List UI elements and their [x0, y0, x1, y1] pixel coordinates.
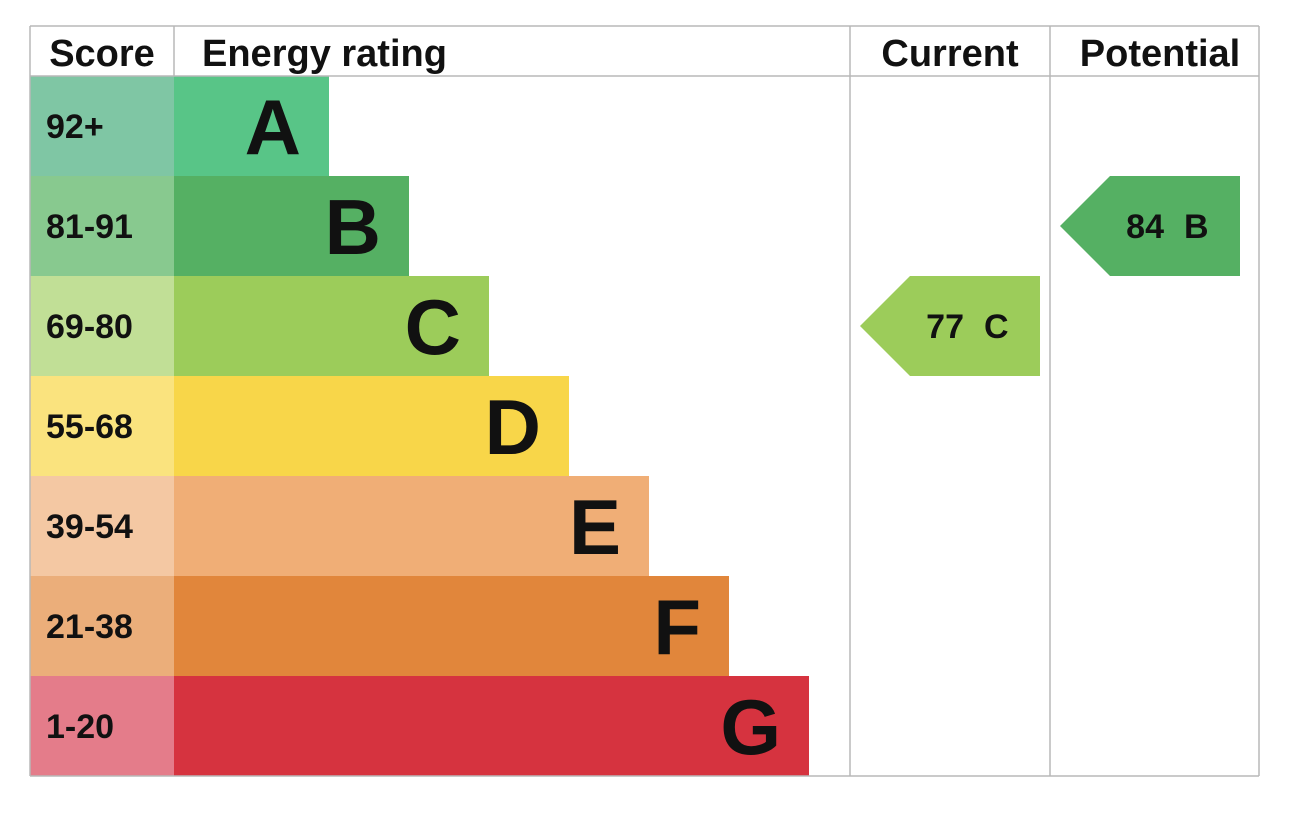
- band-letter-c: C: [405, 283, 461, 371]
- band-letter-e: E: [569, 483, 621, 571]
- score-label-b: 81-91: [46, 208, 133, 246]
- score-cell-b: [30, 176, 174, 276]
- band-letter-g: G: [720, 683, 781, 771]
- score-label-a: 92+: [46, 108, 104, 146]
- score-label-d: 55-68: [46, 408, 133, 446]
- band-bar-e: [174, 476, 649, 576]
- score-cell-d: [30, 376, 174, 476]
- current-rating-value: 77: [926, 308, 964, 346]
- score-cell-e: [30, 476, 174, 576]
- score-cell-g: [30, 676, 174, 776]
- band-letter-d: D: [485, 383, 541, 471]
- table-grid: [29, 25, 1260, 777]
- band-bar-a: [174, 76, 329, 176]
- band-letter-a: A: [245, 83, 301, 171]
- band-bar-c: [174, 276, 489, 376]
- rating-bands: 92+ A 81-91 B 69-80 C 55-68 D 39-54 E 21-38 F 1-20 G: [30, 76, 809, 776]
- rating-arrows: 77 C 84 B: [860, 176, 1240, 376]
- header-energy-rating: Energy rating: [202, 33, 447, 75]
- band-bar-b: [174, 176, 409, 276]
- score-label-g: 1-20: [46, 708, 114, 746]
- band-bar-g: [174, 676, 809, 776]
- score-label-e: 39-54: [46, 508, 133, 546]
- score-label-c: 69-80: [46, 308, 133, 346]
- band-bar-d: [174, 376, 569, 476]
- band-bar-f: [174, 576, 729, 676]
- potential-rating-value: 84: [1126, 208, 1164, 246]
- potential-rating-arrow: [1060, 176, 1240, 276]
- score-cell-a: [30, 76, 174, 176]
- band-letter-b: B: [325, 183, 381, 271]
- score-cell-c: [30, 276, 174, 376]
- header-potential: Potential: [1080, 33, 1240, 75]
- header-current: Current: [881, 33, 1019, 75]
- potential-rating-letter: B: [1184, 208, 1209, 246]
- current-rating-letter: C: [984, 308, 1009, 346]
- score-cell-f: [30, 576, 174, 676]
- column-headers: Score Energy rating Current Potential: [49, 33, 1240, 75]
- current-rating-arrow: [860, 276, 1040, 376]
- header-score: Score: [49, 33, 155, 75]
- band-letter-f: F: [653, 583, 701, 671]
- score-label-f: 21-38: [46, 608, 133, 646]
